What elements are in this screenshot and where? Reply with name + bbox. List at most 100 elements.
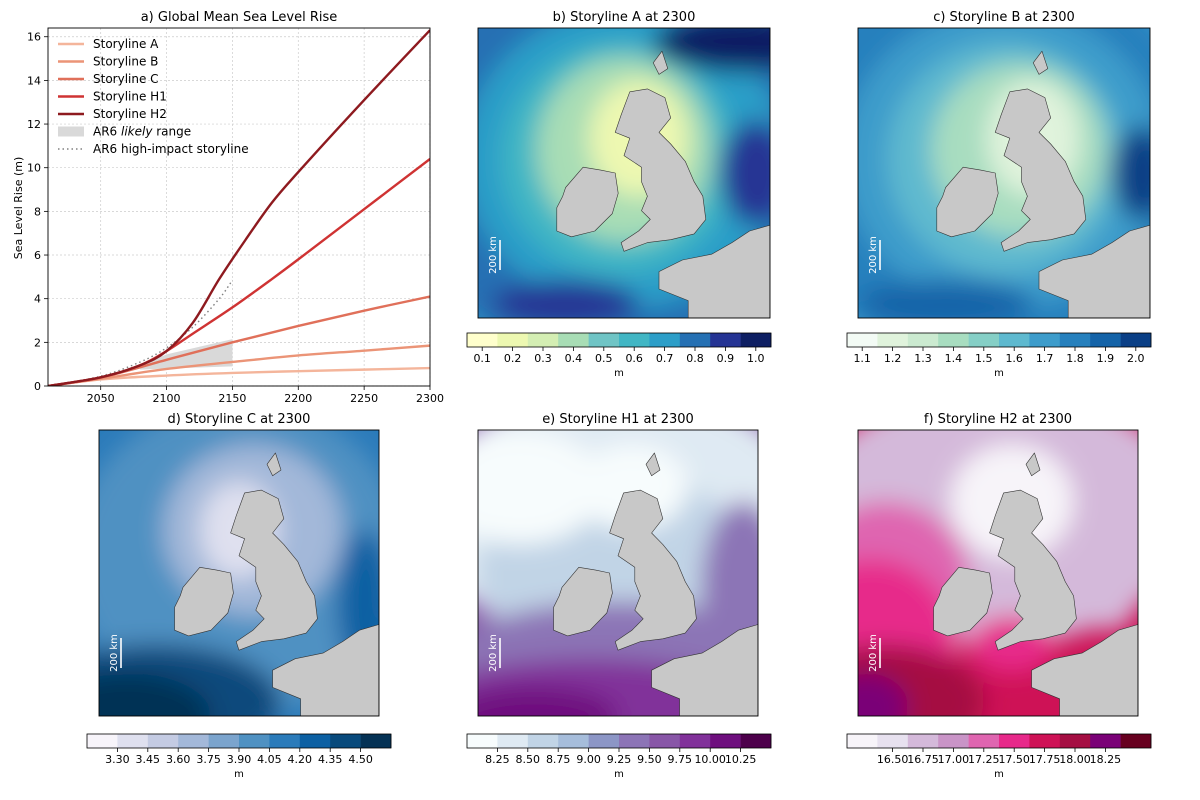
legend-label: Storyline H1 bbox=[93, 90, 167, 104]
colorbar-tick-label: 9.25 bbox=[607, 753, 632, 766]
colorbar-tick-label: 1.2 bbox=[884, 352, 902, 365]
colorbar-segment bbox=[299, 734, 331, 748]
map-field bbox=[478, 28, 770, 318]
colorbar-tick-label: 9.00 bbox=[576, 753, 601, 766]
map-frame bbox=[857, 27, 1151, 319]
colorbar-segment bbox=[360, 734, 392, 748]
colorbar-segment bbox=[938, 734, 969, 748]
series-line-storyline-h1 bbox=[48, 158, 430, 386]
legend-band-label-italic: likely bbox=[121, 125, 153, 139]
colorbar-tick-label: 1.8 bbox=[1066, 352, 1084, 365]
land-great-britain bbox=[609, 489, 697, 651]
plot-frame bbox=[47, 27, 431, 387]
colorbar-segment bbox=[1120, 734, 1152, 748]
line-chart-title: a) Global Mean Sea Level Rise bbox=[141, 10, 338, 25]
land-northern-isles bbox=[266, 452, 282, 477]
ar6-high-impact-line bbox=[48, 279, 233, 386]
map-contour-region bbox=[478, 430, 604, 545]
y-tick-label: 14 bbox=[27, 74, 41, 87]
land-ireland bbox=[174, 566, 234, 637]
colorbar-unit: m bbox=[614, 769, 624, 780]
colorbar-segment bbox=[907, 333, 939, 347]
legend-label: Storyline H2 bbox=[93, 107, 167, 121]
x-tick-label: 2200 bbox=[284, 392, 312, 405]
map-title: b) Storyline A at 2300 bbox=[553, 10, 696, 25]
legend-label: Storyline A bbox=[93, 37, 159, 51]
map-contour-region bbox=[99, 673, 211, 716]
land-great-britain bbox=[989, 489, 1077, 651]
colorbar-segment bbox=[619, 734, 650, 748]
colorbar-tick-label: 0.1 bbox=[473, 352, 491, 365]
land-continent bbox=[1038, 224, 1150, 318]
line-chart-panel: a) Global Mean Sea Level Rise Sea Level … bbox=[12, 10, 444, 405]
colorbar: 1.1 1.2 1.3 1.4 1.5 1.6 1.7 1.8 1.9 2.0 m bbox=[846, 332, 1152, 379]
scale-bar-label: 200 km bbox=[488, 236, 499, 274]
map-contour-region bbox=[1112, 126, 1150, 220]
land-great-britain bbox=[230, 489, 318, 651]
colorbar-tick-label: 17.50 bbox=[998, 753, 1030, 766]
land-northern-isles bbox=[652, 50, 669, 75]
land-great-britain bbox=[614, 88, 707, 252]
colorbar-segment bbox=[1029, 734, 1061, 748]
legend-label: Storyline C bbox=[93, 72, 159, 86]
colorbar-frame bbox=[846, 332, 1152, 348]
colorbar-segment bbox=[147, 734, 179, 748]
map-field bbox=[858, 28, 1150, 318]
colorbar-unit: m bbox=[234, 769, 244, 780]
colorbar-segment bbox=[1090, 333, 1121, 347]
colorbar-tick-label: 10.25 bbox=[725, 753, 757, 766]
colorbar-tick-label: 0.2 bbox=[504, 352, 522, 365]
colorbar-segment bbox=[847, 734, 878, 748]
colorbar-segment bbox=[847, 333, 878, 347]
colorbar-tick-label: 4.50 bbox=[348, 753, 373, 766]
colorbar-segment bbox=[588, 333, 620, 347]
colorbar-segment bbox=[710, 734, 741, 748]
map-frame bbox=[477, 429, 759, 717]
colorbar-tick-label: 3.30 bbox=[105, 753, 130, 766]
colorbar-segment bbox=[497, 734, 529, 748]
colorbar-tick-label: 16.75 bbox=[907, 753, 939, 766]
colorbar-segment bbox=[1059, 734, 1091, 748]
colorbar-segment bbox=[1059, 333, 1091, 347]
colorbar-tick-label: 10.00 bbox=[694, 753, 726, 766]
map-contour-region bbox=[858, 673, 909, 716]
colorbar-segment bbox=[588, 734, 620, 748]
colorbar-tick-label: 1.3 bbox=[914, 352, 932, 365]
colorbar-segment bbox=[87, 734, 118, 748]
y-tick-label: 0 bbox=[34, 380, 41, 393]
y-tick-label: 16 bbox=[27, 31, 41, 44]
map-contour-region bbox=[858, 280, 1034, 318]
scale-bar-label: 200 km bbox=[109, 634, 120, 672]
colorbar-tick-label: 3.90 bbox=[227, 753, 252, 766]
map-title: f) Storyline H2 at 2300 bbox=[924, 412, 1072, 427]
colorbar-segment bbox=[330, 734, 361, 748]
colorbar-segment bbox=[178, 734, 209, 748]
map-contour-region bbox=[1076, 515, 1138, 631]
map-panel-3: d) Storyline C at 2300 200 km 3.30 3.45 3.60… bbox=[86, 412, 392, 780]
colorbar-segment bbox=[117, 734, 149, 748]
colorbar-tick-label: 0.8 bbox=[686, 352, 704, 365]
map-panel-4: e) Storyline H1 at 2300 200 km 8.25 8.50 8.7… bbox=[466, 412, 772, 780]
map-panels: b) Storyline A at 2300 200 km 0.1 0.2 0.3 0.4… bbox=[86, 10, 1152, 780]
colorbar-tick-label: 0.6 bbox=[625, 352, 643, 365]
colorbar-segment bbox=[710, 333, 741, 347]
colorbar-segment bbox=[467, 333, 498, 347]
colorbar-tick-label: 16.50 bbox=[877, 753, 909, 766]
colorbar-segment bbox=[208, 734, 240, 748]
map-field bbox=[858, 430, 1138, 716]
map-frame bbox=[857, 429, 1139, 717]
colorbar-unit: m bbox=[994, 769, 1004, 780]
colorbar-tick-label: 1.9 bbox=[1097, 352, 1115, 365]
colorbar-tick-label: 1.7 bbox=[1036, 352, 1054, 365]
land-continent bbox=[658, 224, 770, 318]
colorbar-segment bbox=[269, 734, 301, 748]
colorbar-segment bbox=[740, 333, 772, 347]
colorbar-tick-label: 8.50 bbox=[516, 753, 541, 766]
colorbar-tick-label: 4.05 bbox=[257, 753, 282, 766]
legend-band-label: AR6 likely range bbox=[93, 125, 191, 139]
x-tick-label: 2150 bbox=[218, 392, 246, 405]
colorbar: 16.5016.7517.0017.2517.5017.7518.0018.25… bbox=[846, 733, 1152, 780]
colorbar-segment bbox=[619, 333, 650, 347]
colorbar-tick-label: 18.25 bbox=[1090, 753, 1122, 766]
